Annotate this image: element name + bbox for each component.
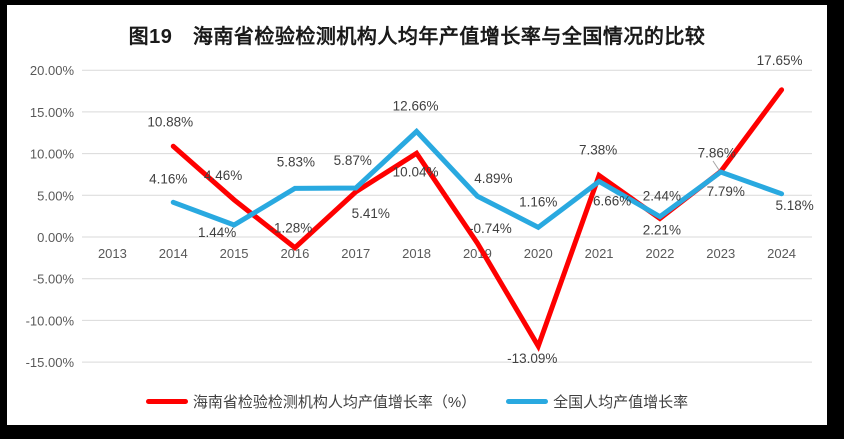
national-series-swatch-icon — [506, 399, 549, 404]
x-tick-label: 2014 — [159, 246, 188, 261]
chart-card: 图19 海南省检验检测机构人均年产值增长率与全国情况的比较 20.00% 15.0… — [7, 5, 827, 425]
data-label: 7.86% — [698, 145, 736, 160]
data-label: 2.44% — [643, 189, 681, 204]
data-label: 4.16% — [149, 171, 187, 186]
data-label: -0.74% — [469, 221, 512, 236]
data-label: 4.89% — [474, 171, 512, 186]
data-label: 17.65% — [757, 53, 803, 68]
data-label: -13.09% — [507, 351, 557, 366]
y-tick-label: 20.00% — [30, 63, 75, 78]
series-line-national — [170, 127, 785, 231]
y-tick-label: 10.00% — [30, 147, 75, 162]
data-label: 4.46% — [204, 168, 242, 183]
data-label: 6.66% — [593, 193, 631, 208]
data-label: 7.38% — [579, 142, 617, 157]
legend-item-national: 全国人均产值增长率 — [506, 391, 688, 412]
x-tick-label: 2020 — [524, 246, 553, 261]
x-tick-label: 2015 — [220, 246, 249, 261]
data-label: 10.88% — [147, 114, 193, 129]
legend-label-hainan: 海南省检验检测机构人均产值增长率（%） — [192, 394, 477, 411]
line-chart: 20.00% 15.00% 10.00% 5.00% 0.00% -5.00% -10.00… — [26, 53, 814, 370]
data-label: 1.16% — [519, 194, 557, 209]
data-label: 5.83% — [277, 154, 315, 169]
data-label: -1.28% — [270, 221, 313, 236]
y-tick-label: -5.00% — [33, 272, 75, 287]
data-label: 12.66% — [393, 98, 439, 113]
x-tick-label: 2024 — [767, 246, 796, 261]
chart-title: 图19 海南省检验检测机构人均年产值增长率与全国情况的比较 — [128, 26, 706, 48]
x-tick-label: 2017 — [341, 246, 370, 261]
legend-label-national: 全国人均产值增长率 — [553, 394, 689, 411]
x-tick-label: 2023 — [706, 246, 735, 261]
data-label: 5.41% — [352, 206, 390, 221]
hainan-series-swatch-icon — [145, 399, 188, 404]
x-tick-label: 2018 — [402, 246, 431, 261]
data-label: 2.21% — [643, 223, 681, 238]
y-tick-label: -10.00% — [26, 313, 75, 328]
y-tick-label: 15.00% — [30, 105, 75, 120]
data-label: 10.04% — [393, 164, 439, 179]
y-tick-label: -15.00% — [26, 355, 75, 370]
data-label: 1.44% — [198, 225, 236, 240]
chart-legend: 海南省检验检测机构人均产值增长率（%） 全国人均产值增长率 — [7, 391, 827, 412]
x-tick-label: 2022 — [645, 246, 674, 261]
x-tick-label: 2013 — [98, 246, 127, 261]
data-label: 5.87% — [334, 153, 372, 168]
label-leader-line — [712, 160, 720, 171]
legend-item-hainan: 海南省检验检测机构人均产值增长率（%） — [145, 391, 477, 412]
y-tick-label: 5.00% — [37, 188, 74, 203]
y-tick-label: 0.00% — [37, 230, 74, 245]
data-label: 5.18% — [775, 198, 813, 213]
x-tick-label: 2016 — [280, 246, 309, 261]
series-line-hainan — [170, 87, 785, 353]
data-label: 7.79% — [707, 184, 745, 199]
x-tick-label: 2021 — [585, 246, 614, 261]
